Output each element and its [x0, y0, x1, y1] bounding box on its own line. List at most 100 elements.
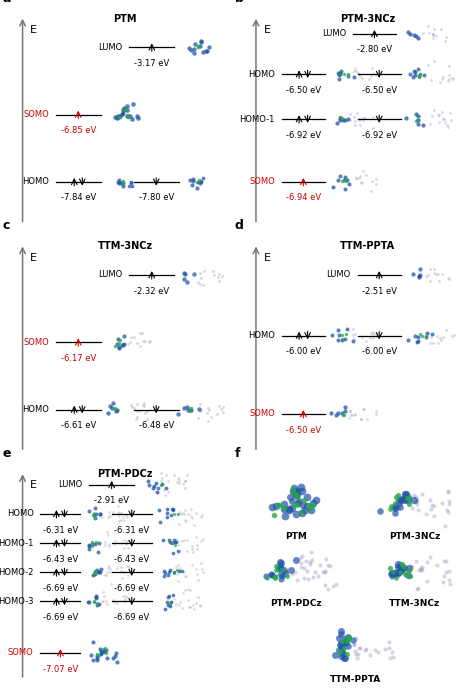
Point — [91, 597, 98, 608]
Point — [430, 264, 438, 275]
Text: HOMO: HOMO — [22, 177, 49, 186]
Point — [277, 574, 284, 585]
Point — [392, 572, 400, 583]
Point — [194, 591, 202, 602]
Point — [338, 407, 346, 418]
Point — [191, 268, 198, 279]
Point — [412, 556, 419, 567]
Point — [165, 566, 173, 578]
Point — [301, 505, 309, 516]
Point — [370, 68, 377, 79]
Point — [444, 486, 451, 497]
Point — [200, 172, 207, 183]
Point — [143, 413, 150, 424]
Point — [386, 562, 394, 573]
Point — [204, 403, 212, 414]
Point — [416, 68, 424, 79]
Point — [117, 609, 124, 620]
Point — [195, 413, 202, 424]
Point — [292, 566, 299, 578]
Point — [180, 268, 188, 279]
Point — [415, 564, 423, 575]
Point — [119, 108, 127, 119]
Text: HOMO-3: HOMO-3 — [0, 597, 34, 606]
Point — [190, 603, 198, 614]
Point — [90, 509, 98, 520]
Point — [199, 564, 206, 575]
Point — [366, 333, 374, 344]
Text: -6.00 eV: -6.00 eV — [286, 347, 321, 356]
Point — [419, 119, 427, 130]
Point — [346, 109, 354, 120]
Point — [395, 562, 402, 573]
Point — [193, 182, 201, 193]
Point — [118, 108, 126, 119]
Point — [133, 406, 140, 417]
Point — [306, 557, 314, 568]
Point — [405, 569, 412, 580]
Point — [202, 46, 210, 57]
Point — [338, 112, 346, 124]
Point — [299, 500, 307, 511]
Point — [119, 181, 127, 192]
Point — [436, 276, 443, 287]
Point — [413, 337, 421, 348]
Point — [182, 504, 189, 515]
Point — [126, 561, 133, 572]
Point — [114, 405, 121, 416]
Point — [262, 570, 269, 581]
Point — [182, 571, 190, 582]
Point — [324, 584, 332, 595]
Point — [112, 341, 119, 352]
Text: c: c — [2, 219, 10, 233]
Text: TTM-3NCz: TTM-3NCz — [98, 241, 153, 251]
Point — [335, 407, 342, 418]
Point — [341, 633, 349, 644]
Point — [307, 504, 315, 515]
Point — [173, 477, 181, 488]
Point — [350, 638, 358, 649]
Point — [442, 31, 449, 42]
Text: E: E — [30, 480, 37, 490]
Point — [90, 510, 97, 521]
Point — [356, 642, 364, 653]
Point — [336, 640, 344, 651]
Point — [373, 174, 380, 185]
Text: -6.69 eV: -6.69 eV — [43, 584, 78, 593]
Point — [175, 600, 183, 611]
Point — [310, 500, 317, 511]
Point — [343, 324, 351, 335]
Point — [358, 176, 365, 187]
Point — [389, 567, 397, 578]
Point — [338, 335, 346, 346]
Point — [370, 111, 377, 122]
Point — [197, 176, 205, 187]
Text: HOMO-2: HOMO-2 — [0, 568, 34, 577]
Point — [286, 492, 293, 503]
Point — [161, 565, 168, 576]
Point — [414, 335, 421, 346]
Text: -6.31 eV: -6.31 eV — [114, 526, 149, 535]
Text: E: E — [30, 25, 37, 34]
Point — [174, 575, 182, 586]
Point — [343, 649, 351, 660]
Point — [449, 73, 457, 84]
Point — [341, 115, 348, 126]
Point — [337, 638, 345, 649]
Point — [113, 656, 121, 667]
Point — [335, 69, 343, 80]
Point — [349, 324, 357, 335]
Text: -6.94 eV: -6.94 eV — [286, 193, 321, 202]
Point — [104, 407, 112, 418]
Point — [195, 404, 203, 415]
Point — [437, 334, 445, 345]
Point — [128, 402, 136, 413]
Point — [106, 541, 113, 552]
Point — [180, 273, 188, 284]
Point — [163, 469, 170, 480]
Text: -6.92 eV: -6.92 eV — [362, 130, 397, 139]
Point — [187, 602, 194, 613]
Point — [122, 593, 129, 604]
Point — [423, 328, 431, 339]
Point — [115, 342, 123, 353]
